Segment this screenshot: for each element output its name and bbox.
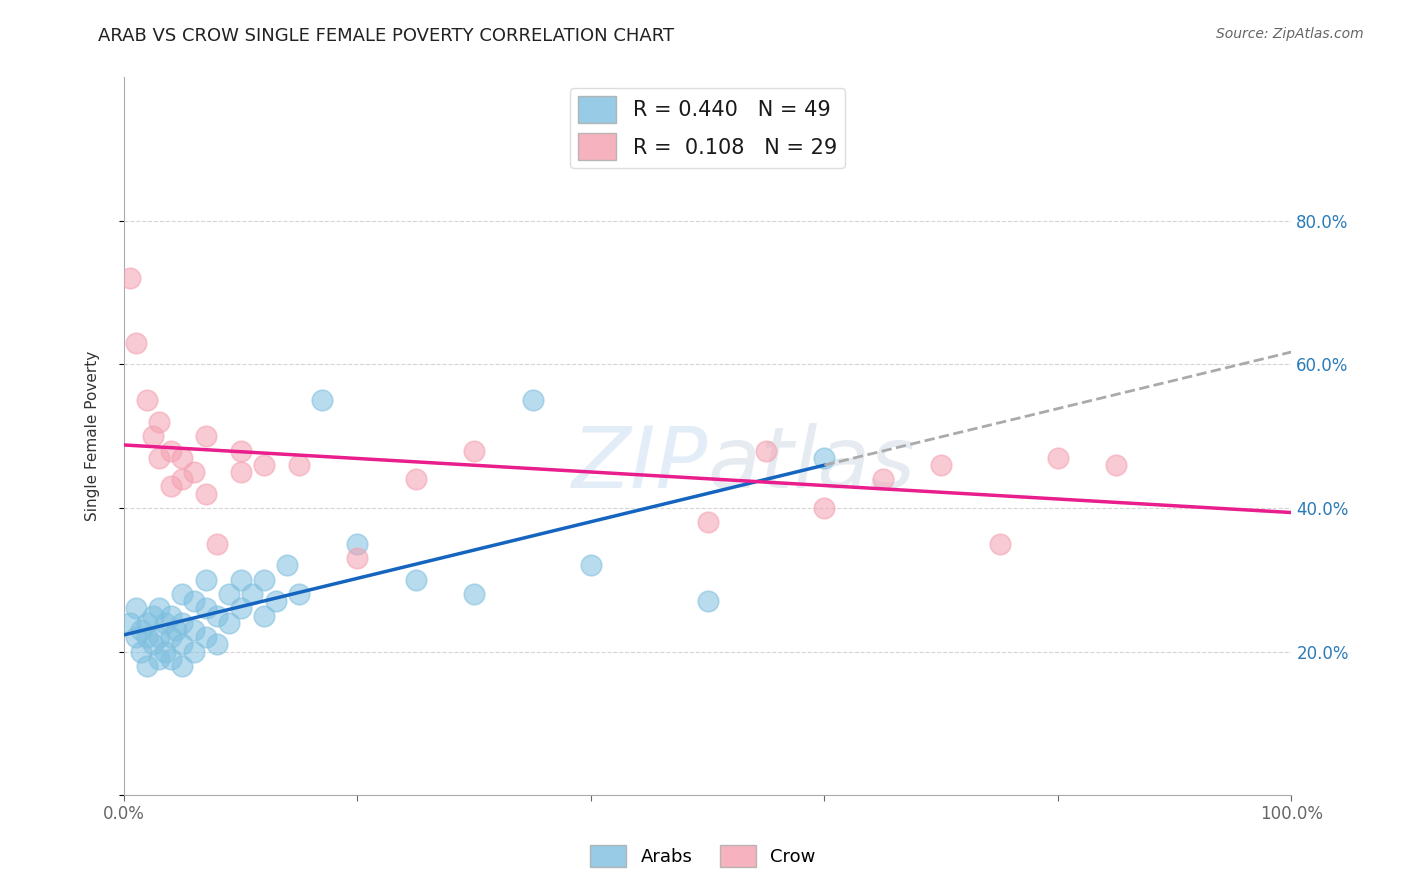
Point bbox=[183, 623, 205, 637]
Point bbox=[131, 644, 153, 658]
Point bbox=[194, 630, 217, 644]
Point bbox=[253, 573, 276, 587]
Point bbox=[165, 623, 187, 637]
Point bbox=[159, 479, 181, 493]
Y-axis label: Single Female Poverty: Single Female Poverty bbox=[86, 351, 100, 522]
Point bbox=[124, 630, 146, 644]
Point bbox=[276, 558, 298, 573]
Point bbox=[405, 573, 427, 587]
Point bbox=[136, 393, 159, 408]
Point bbox=[696, 594, 718, 608]
Point bbox=[183, 644, 205, 658]
Point bbox=[131, 623, 153, 637]
Point bbox=[172, 472, 194, 486]
Point bbox=[183, 465, 205, 479]
Legend: Arabs, Crow: Arabs, Crow bbox=[583, 838, 823, 874]
Point bbox=[124, 335, 146, 350]
Point bbox=[194, 573, 217, 587]
Text: Source: ZipAtlas.com: Source: ZipAtlas.com bbox=[1216, 27, 1364, 41]
Point bbox=[142, 637, 165, 651]
Point bbox=[148, 601, 170, 615]
Point bbox=[118, 271, 141, 285]
Point bbox=[172, 587, 194, 601]
Point bbox=[1046, 450, 1069, 465]
Point bbox=[463, 587, 485, 601]
Point bbox=[148, 651, 170, 665]
Point bbox=[579, 558, 602, 573]
Text: ZIP: ZIP bbox=[571, 424, 707, 507]
Point bbox=[813, 501, 835, 516]
Text: atlas: atlas bbox=[707, 424, 915, 507]
Point bbox=[229, 573, 252, 587]
Point bbox=[207, 608, 229, 623]
Point bbox=[194, 429, 217, 443]
Text: ARAB VS CROW SINGLE FEMALE POVERTY CORRELATION CHART: ARAB VS CROW SINGLE FEMALE POVERTY CORRE… bbox=[98, 27, 675, 45]
Point bbox=[153, 615, 176, 630]
Point bbox=[346, 537, 368, 551]
Point bbox=[194, 486, 217, 500]
Point bbox=[240, 587, 263, 601]
Point bbox=[183, 594, 205, 608]
Point bbox=[148, 450, 170, 465]
Point bbox=[813, 450, 835, 465]
Point bbox=[253, 458, 276, 472]
Point bbox=[288, 587, 311, 601]
Point bbox=[148, 630, 170, 644]
Point bbox=[172, 615, 194, 630]
Point bbox=[159, 443, 181, 458]
Point bbox=[522, 393, 544, 408]
Point bbox=[148, 415, 170, 429]
Point bbox=[988, 537, 1011, 551]
Point bbox=[463, 443, 485, 458]
Point bbox=[159, 608, 181, 623]
Point bbox=[229, 601, 252, 615]
Point bbox=[253, 608, 276, 623]
Point bbox=[159, 651, 181, 665]
Point bbox=[872, 472, 894, 486]
Legend: R = 0.440   N = 49, R =  0.108   N = 29: R = 0.440 N = 49, R = 0.108 N = 29 bbox=[571, 87, 845, 169]
Point bbox=[346, 551, 368, 566]
Point bbox=[142, 608, 165, 623]
Point bbox=[172, 659, 194, 673]
Point bbox=[755, 443, 778, 458]
Point bbox=[124, 601, 146, 615]
Point bbox=[136, 659, 159, 673]
Point bbox=[207, 537, 229, 551]
Point bbox=[207, 637, 229, 651]
Point bbox=[136, 615, 159, 630]
Point bbox=[405, 472, 427, 486]
Point bbox=[264, 594, 287, 608]
Point bbox=[194, 601, 217, 615]
Point bbox=[229, 443, 252, 458]
Point bbox=[159, 630, 181, 644]
Point bbox=[288, 458, 311, 472]
Point bbox=[218, 615, 240, 630]
Point bbox=[136, 630, 159, 644]
Point bbox=[1105, 458, 1128, 472]
Point bbox=[172, 637, 194, 651]
Point bbox=[172, 450, 194, 465]
Point bbox=[153, 644, 176, 658]
Point bbox=[229, 465, 252, 479]
Point bbox=[929, 458, 952, 472]
Point bbox=[696, 516, 718, 530]
Point bbox=[142, 429, 165, 443]
Point bbox=[218, 587, 240, 601]
Point bbox=[311, 393, 333, 408]
Point bbox=[118, 615, 141, 630]
